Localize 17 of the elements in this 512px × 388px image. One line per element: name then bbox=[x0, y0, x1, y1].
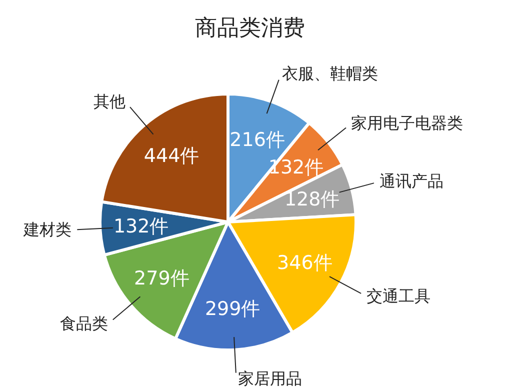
slice-label: 家用电子电器类 bbox=[351, 114, 463, 133]
data-label: 216件 bbox=[230, 129, 285, 152]
data-label: 444件 bbox=[144, 144, 200, 167]
data-label: 128件 bbox=[284, 188, 340, 211]
slice-label: 衣服、鞋帽类 bbox=[282, 64, 378, 83]
slice-label: 食品类 bbox=[60, 314, 108, 333]
slice-label: 通讯产品 bbox=[380, 171, 444, 190]
data-label: 132件 bbox=[268, 156, 324, 179]
data-label: 132件 bbox=[113, 215, 169, 238]
slice-label: 其他 bbox=[94, 92, 126, 112]
data-label: 279件 bbox=[134, 267, 190, 290]
chart-title: 商品类消费 bbox=[195, 16, 305, 41]
slice-label: 交通工具 bbox=[366, 286, 430, 306]
data-label: 346件 bbox=[277, 252, 332, 274]
data-label: 299件 bbox=[204, 298, 260, 320]
slice-label: 家居用品 bbox=[238, 369, 302, 388]
slice-label: 建材类 bbox=[22, 220, 72, 240]
